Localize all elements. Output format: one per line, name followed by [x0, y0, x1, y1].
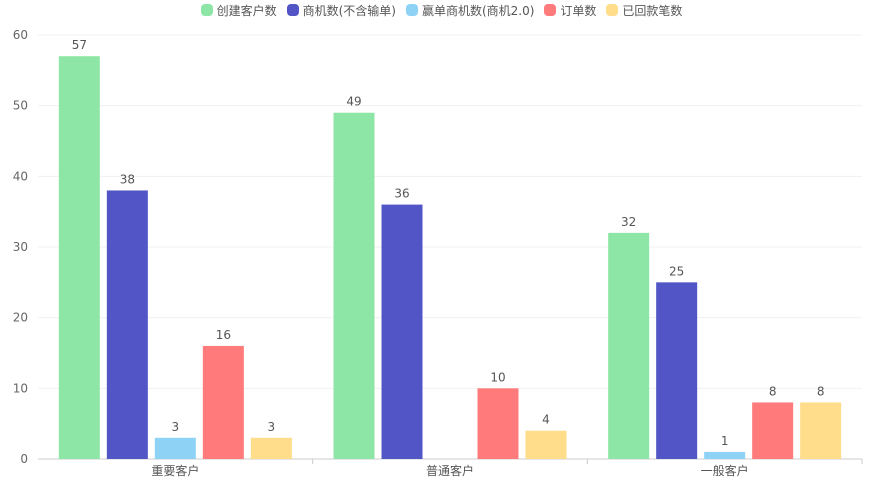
legend-swatch — [544, 4, 557, 16]
bar — [525, 430, 567, 459]
data-label: 25 — [669, 264, 684, 278]
bar — [381, 204, 423, 459]
legend-swatch — [286, 4, 299, 16]
data-label: 3 — [268, 420, 276, 434]
x-tick-label: 重要客户 — [151, 463, 199, 478]
data-label: 57 — [72, 38, 87, 52]
data-label: 1 — [721, 434, 729, 448]
x-tick-label: 普通客户 — [426, 463, 474, 478]
data-label: 3 — [172, 420, 180, 434]
data-label: 32 — [621, 215, 636, 229]
y-tick-label: 0 — [20, 452, 28, 466]
legend-item[interactable]: 创建客户数 — [200, 2, 277, 19]
data-label: 8 — [817, 384, 825, 398]
data-label: 49 — [346, 95, 361, 109]
y-tick-label: 10 — [13, 381, 28, 395]
data-label: 38 — [120, 172, 135, 186]
bar — [608, 232, 650, 459]
legend-label: 订单数 — [560, 3, 597, 18]
bar — [250, 437, 292, 459]
y-tick-label: 40 — [13, 169, 28, 183]
y-tick-label: 50 — [13, 99, 28, 113]
data-label: 4 — [542, 413, 550, 427]
legend-swatch — [200, 4, 213, 16]
bar — [656, 282, 698, 459]
bar — [154, 437, 196, 459]
bar — [704, 451, 746, 459]
bar — [202, 345, 244, 459]
legend-swatch — [606, 4, 619, 16]
y-tick-label: 30 — [13, 240, 28, 254]
legend-item[interactable]: 赢单商机数(商机2.0) — [405, 2, 535, 19]
data-label: 36 — [394, 187, 409, 201]
legend-label: 创建客户数 — [216, 3, 277, 18]
y-tick-label: 60 — [13, 28, 28, 42]
legend-item[interactable]: 商机数(不含输单) — [286, 2, 396, 19]
legend-label: 赢单商机数(商机2.0) — [421, 3, 535, 18]
legend-item[interactable]: 订单数 — [544, 2, 596, 19]
legend-label: 已回款笔数 — [622, 3, 683, 18]
data-label: 10 — [490, 370, 505, 384]
legend-item[interactable]: 已回款笔数 — [606, 2, 682, 19]
legend-swatch — [405, 4, 418, 16]
bar — [752, 402, 794, 459]
bar — [106, 190, 148, 459]
bar — [58, 56, 100, 459]
data-label: 8 — [769, 384, 777, 398]
x-tick-label: 一般客户 — [701, 463, 749, 478]
data-label: 16 — [216, 328, 231, 342]
bar — [333, 112, 375, 459]
legend-label: 商机数(不含输单) — [302, 3, 396, 18]
chart-legend: 创建客户数 商机数(不含输单) 赢单商机数(商机2.0) 订单数 已回款笔数 — [0, 2, 883, 18]
bar — [477, 388, 519, 459]
bar — [800, 402, 842, 459]
y-tick-label: 20 — [13, 311, 28, 325]
